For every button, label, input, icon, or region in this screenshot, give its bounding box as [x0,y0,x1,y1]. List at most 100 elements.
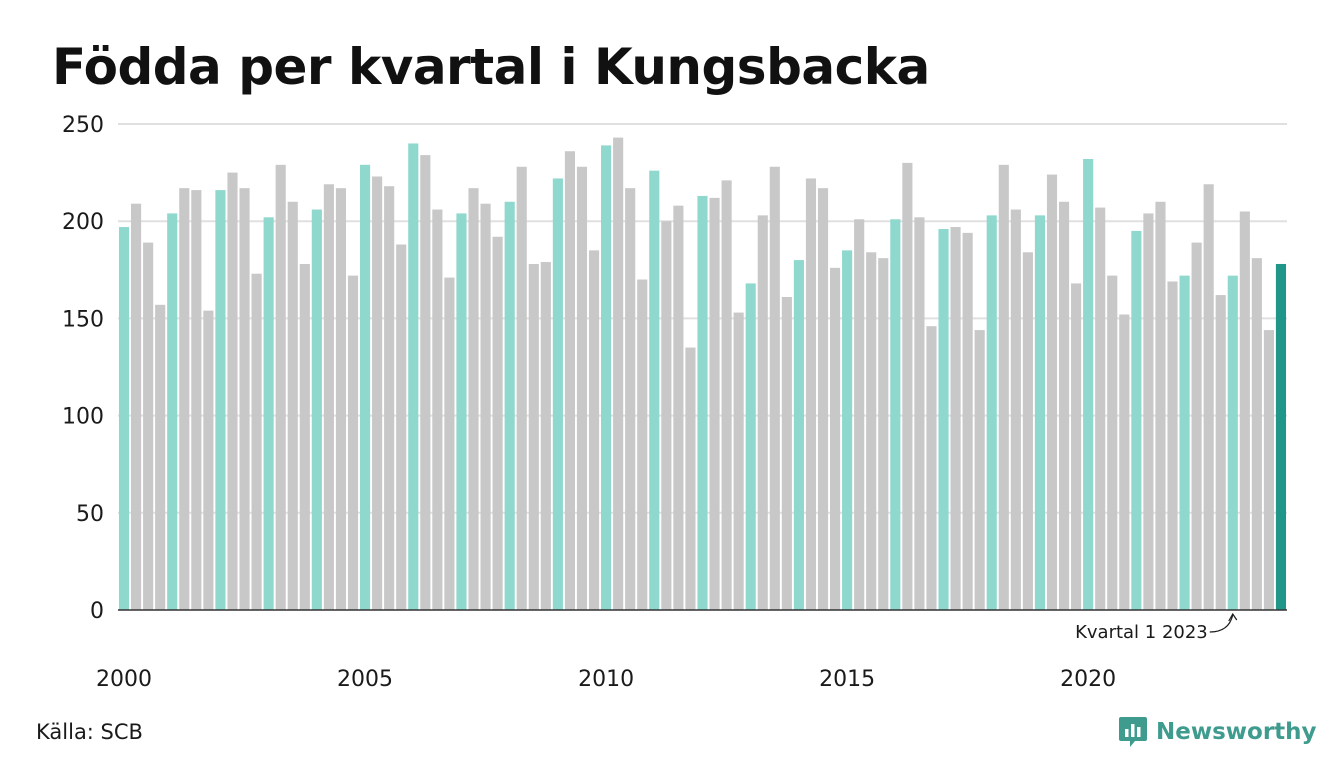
bar [1179,275,1190,610]
bar [1263,330,1274,610]
newsworthy-logo-icon [1119,717,1147,747]
bar [974,330,985,610]
bar [1071,283,1082,610]
bar [1095,207,1106,611]
annotation-arrow [1209,614,1234,633]
bar [215,190,226,610]
bar [540,262,551,610]
bar [757,215,768,611]
bar [1227,275,1238,610]
bar [938,228,949,610]
bar [890,219,901,611]
bar [1131,230,1142,611]
bar [576,166,588,610]
bar [1143,213,1154,610]
bar [372,176,383,610]
bar [155,304,166,610]
x-tick-label: 2015 [819,667,875,692]
bar [902,162,913,610]
bar [564,151,575,610]
y-tick-label: 100 [62,405,104,430]
bar [504,201,515,610]
bar [721,180,732,610]
bar [854,219,865,611]
bar [1155,201,1166,610]
bar [432,209,443,610]
annotation-arrowhead [1228,612,1238,622]
x-tick-label: 2005 [337,667,393,692]
bar [311,209,322,610]
bar [914,217,925,610]
source-note: Källa: SCB [36,720,143,744]
bar [1275,263,1287,610]
bar [203,310,214,610]
bar [1034,215,1046,611]
bar [528,263,539,610]
bar [167,213,178,610]
bar [492,236,503,610]
bar [601,145,612,610]
x-tick-label: 2020 [1060,667,1116,692]
bars [118,137,1287,611]
bar [384,186,395,610]
y-tick-label: 150 [62,307,104,332]
bar [1046,174,1058,610]
bar [998,164,1009,610]
bar [239,188,250,611]
bar [1167,281,1178,610]
bar [842,250,853,611]
bar [1239,211,1250,611]
axes: 2000 2005 2010 2015 2020 [96,609,1287,692]
bar [335,188,347,611]
bar [588,250,600,611]
bar [118,227,130,611]
bar [456,213,467,610]
y-tick-label: 250 [62,113,104,138]
annotation: Kvartal 1 2023 [1075,612,1238,643]
bar [637,279,648,610]
bar [745,283,756,610]
bar [793,260,804,610]
bar [359,164,371,610]
bar [1058,201,1070,610]
bar [1010,209,1021,610]
annotation-label: Kvartal 1 2023 [1075,622,1208,643]
bar [299,263,310,610]
bar [179,188,190,611]
bar [1083,158,1094,610]
bar [323,184,334,610]
y-tick-label: 50 [76,502,104,527]
bar [878,258,889,610]
bar [625,188,636,611]
bar [287,201,298,610]
bar [143,242,154,611]
bar [866,252,877,610]
bar [769,166,780,610]
chart-title: Födda per kvartal i Kungsbacka [52,38,930,96]
bar [420,155,431,610]
bar [347,275,359,610]
bar [552,178,563,610]
bar [926,326,937,610]
bar [781,297,792,610]
bar [444,277,455,610]
bar [661,221,672,610]
y-tick-label: 200 [62,210,104,235]
bar [1191,242,1202,611]
bar [191,190,202,610]
x-tick-label: 2010 [578,667,634,692]
bar [1119,314,1130,610]
bar [673,205,684,610]
brand-logo: Newsworthy [1118,714,1317,750]
bar [263,217,274,610]
bar [275,164,286,610]
bar [697,195,708,611]
y-tick-label: 0 [90,599,104,624]
bar [408,143,419,610]
bar [709,197,720,610]
bar [1203,184,1214,610]
bar [830,267,841,610]
bar [733,312,744,610]
x-tick-label: 2000 [96,667,152,692]
